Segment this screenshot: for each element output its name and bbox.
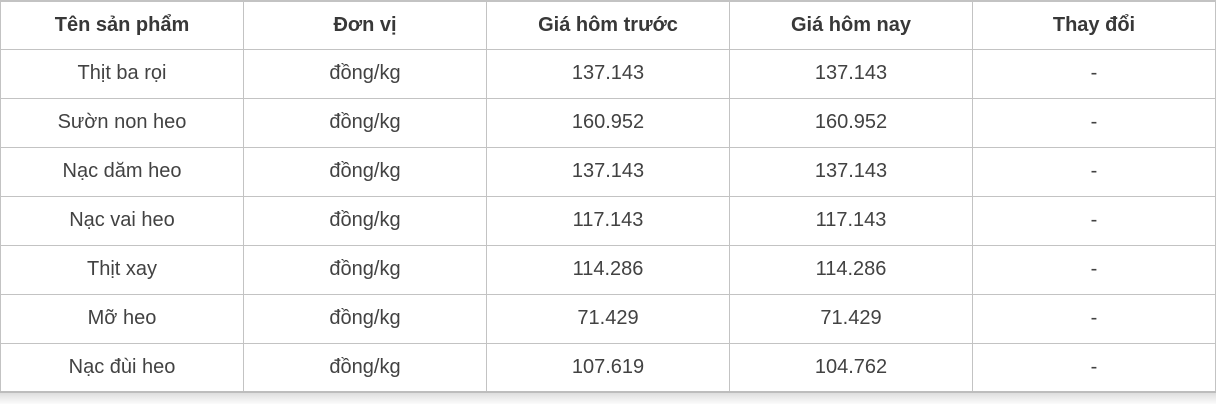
column-header-change: Thay đổi <box>972 0 1216 50</box>
price-prev-cell: 137.143 <box>486 48 730 99</box>
change-cell: - <box>972 97 1216 148</box>
change-cell: - <box>972 293 1216 344</box>
unit-cell: đồng/kg <box>243 244 487 295</box>
unit-cell: đồng/kg <box>243 293 487 344</box>
price-today-cell: 117.143 <box>729 195 973 246</box>
table-row: Nạc dăm heo đồng/kg 137.143 137.143 - <box>0 146 1216 197</box>
product-name-cell: Thịt xay <box>0 244 244 295</box>
table-row: Nạc vai heo đồng/kg 117.143 117.143 - <box>0 195 1216 246</box>
change-cell: - <box>972 48 1216 99</box>
table-body: Thịt ba rọi đồng/kg 137.143 137.143 - Sư… <box>0 48 1216 393</box>
price-prev-cell: 137.143 <box>486 146 730 197</box>
change-cell: - <box>972 342 1216 393</box>
price-today-cell: 137.143 <box>729 146 973 197</box>
unit-cell: đồng/kg <box>243 146 487 197</box>
price-table: Tên sản phẩm Đơn vị Giá hôm trước Giá hô… <box>0 0 1216 393</box>
product-name-cell: Nạc dăm heo <box>0 146 244 197</box>
column-header-unit: Đơn vị <box>243 0 487 50</box>
table-row: Thịt xay đồng/kg 114.286 114.286 - <box>0 244 1216 295</box>
change-cell: - <box>972 244 1216 295</box>
product-name-cell: Sườn non heo <box>0 97 244 148</box>
table-header: Tên sản phẩm Đơn vị Giá hôm trước Giá hô… <box>0 0 1216 50</box>
price-today-cell: 114.286 <box>729 244 973 295</box>
price-prev-cell: 117.143 <box>486 195 730 246</box>
price-today-cell: 104.762 <box>729 342 973 393</box>
table-bottom-shadow <box>0 393 1216 404</box>
table-row: Sườn non heo đồng/kg 160.952 160.952 - <box>0 97 1216 148</box>
unit-cell: đồng/kg <box>243 342 487 393</box>
price-prev-cell: 107.619 <box>486 342 730 393</box>
table-row: Nạc đùi heo đồng/kg 107.619 104.762 - <box>0 342 1216 393</box>
change-cell: - <box>972 195 1216 246</box>
column-header-product: Tên sản phẩm <box>0 0 244 50</box>
header-row: Tên sản phẩm Đơn vị Giá hôm trước Giá hô… <box>0 0 1216 50</box>
product-name-cell: Nạc đùi heo <box>0 342 244 393</box>
price-today-cell: 137.143 <box>729 48 973 99</box>
unit-cell: đồng/kg <box>243 97 487 148</box>
product-name-cell: Mỡ heo <box>0 293 244 344</box>
change-cell: - <box>972 146 1216 197</box>
table-row: Thịt ba rọi đồng/kg 137.143 137.143 - <box>0 48 1216 99</box>
price-prev-cell: 71.429 <box>486 293 730 344</box>
price-today-cell: 71.429 <box>729 293 973 344</box>
product-name-cell: Thịt ba rọi <box>0 48 244 99</box>
unit-cell: đồng/kg <box>243 48 487 99</box>
price-prev-cell: 160.952 <box>486 97 730 148</box>
column-header-price-today: Giá hôm nay <box>729 0 973 50</box>
price-today-cell: 160.952 <box>729 97 973 148</box>
column-header-price-prev: Giá hôm trước <box>486 0 730 50</box>
product-name-cell: Nạc vai heo <box>0 195 244 246</box>
unit-cell: đồng/kg <box>243 195 487 246</box>
table-row: Mỡ heo đồng/kg 71.429 71.429 - <box>0 293 1216 344</box>
price-prev-cell: 114.286 <box>486 244 730 295</box>
